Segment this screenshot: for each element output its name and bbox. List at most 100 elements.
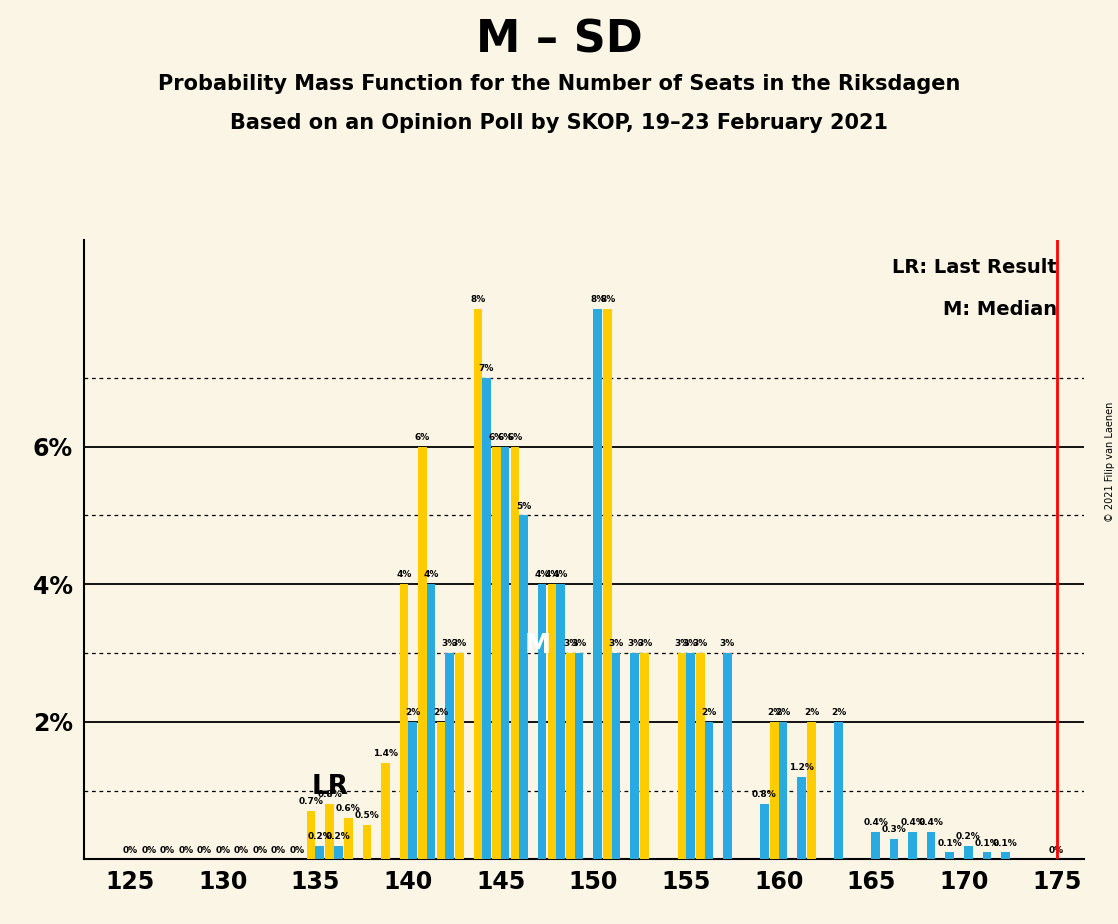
Text: 8%: 8% xyxy=(471,295,485,304)
Text: 2%: 2% xyxy=(701,708,717,717)
Text: 4%: 4% xyxy=(544,570,560,579)
Bar xyxy=(474,309,482,859)
Bar xyxy=(408,722,417,859)
Text: M – SD: M – SD xyxy=(475,18,643,62)
Text: 8%: 8% xyxy=(600,295,615,304)
Text: 4%: 4% xyxy=(396,570,411,579)
Bar xyxy=(946,853,954,859)
Text: 2%: 2% xyxy=(405,708,420,717)
Bar xyxy=(418,446,427,859)
Bar xyxy=(678,653,686,859)
Bar xyxy=(834,722,843,859)
Text: 3%: 3% xyxy=(693,639,708,648)
Bar xyxy=(604,309,612,859)
Bar xyxy=(455,653,464,859)
Text: 1.2%: 1.2% xyxy=(789,763,814,772)
Text: Probability Mass Function for the Number of Seats in the Riksdagen: Probability Mass Function for the Number… xyxy=(158,74,960,94)
Bar xyxy=(890,839,899,859)
Text: 3%: 3% xyxy=(627,639,643,648)
Bar xyxy=(482,378,491,859)
Text: 8%: 8% xyxy=(590,295,605,304)
Bar xyxy=(964,845,973,859)
Text: 6%: 6% xyxy=(498,432,513,442)
Bar xyxy=(697,653,704,859)
Bar xyxy=(779,722,787,859)
Text: LR: Last Result: LR: Last Result xyxy=(892,258,1057,277)
Text: 3%: 3% xyxy=(452,639,467,648)
Bar xyxy=(983,853,991,859)
Text: 0%: 0% xyxy=(290,845,304,855)
Bar xyxy=(631,653,639,859)
Bar xyxy=(723,653,731,859)
Bar xyxy=(807,722,816,859)
Text: 0%: 0% xyxy=(1049,845,1064,855)
Bar xyxy=(567,653,575,859)
Text: 3%: 3% xyxy=(571,639,587,648)
Text: 0.5%: 0.5% xyxy=(354,811,379,821)
Text: 6%: 6% xyxy=(508,432,522,442)
Text: © 2021 Filip van Laenen: © 2021 Filip van Laenen xyxy=(1106,402,1115,522)
Text: 0%: 0% xyxy=(253,845,267,855)
Bar xyxy=(437,722,445,859)
Text: 0%: 0% xyxy=(197,845,211,855)
Bar xyxy=(381,763,389,859)
Text: 0.2%: 0.2% xyxy=(307,832,332,841)
Text: 4%: 4% xyxy=(534,570,550,579)
Bar xyxy=(501,446,510,859)
Bar xyxy=(927,832,936,859)
Bar xyxy=(909,832,917,859)
Text: LR: LR xyxy=(312,774,349,800)
Text: 0%: 0% xyxy=(216,845,230,855)
Text: 3%: 3% xyxy=(720,639,735,648)
Text: 0.4%: 0.4% xyxy=(863,818,888,827)
Text: 4%: 4% xyxy=(553,570,568,579)
Bar xyxy=(557,584,565,859)
Text: 0%: 0% xyxy=(160,845,174,855)
Bar xyxy=(686,653,694,859)
Text: M: M xyxy=(524,633,551,659)
Text: 0.1%: 0.1% xyxy=(975,839,999,847)
Text: 0%: 0% xyxy=(178,845,193,855)
Text: 3%: 3% xyxy=(674,639,690,648)
Text: 0.2%: 0.2% xyxy=(956,832,980,841)
Bar xyxy=(760,804,769,859)
Bar xyxy=(334,845,342,859)
Text: 2%: 2% xyxy=(804,708,819,717)
Bar xyxy=(704,722,713,859)
Text: 2%: 2% xyxy=(767,708,783,717)
Bar xyxy=(871,832,880,859)
Text: 0.6%: 0.6% xyxy=(335,804,361,813)
Bar xyxy=(492,446,501,859)
Text: 7%: 7% xyxy=(479,364,494,373)
Bar xyxy=(399,584,408,859)
Text: 2%: 2% xyxy=(434,708,448,717)
Text: 6%: 6% xyxy=(489,432,504,442)
Text: 2%: 2% xyxy=(776,708,790,717)
Bar xyxy=(770,722,779,859)
Text: 0.4%: 0.4% xyxy=(919,818,944,827)
Text: 3%: 3% xyxy=(637,639,653,648)
Bar xyxy=(1001,853,1010,859)
Text: 3%: 3% xyxy=(608,639,624,648)
Text: 0.2%: 0.2% xyxy=(325,832,351,841)
Bar xyxy=(445,653,454,859)
Text: 0.8%: 0.8% xyxy=(752,790,777,799)
Bar xyxy=(344,818,352,859)
Bar xyxy=(538,584,547,859)
Text: 0%: 0% xyxy=(123,845,138,855)
Text: 3%: 3% xyxy=(683,639,698,648)
Text: 0.8%: 0.8% xyxy=(318,790,342,799)
Text: 0%: 0% xyxy=(271,845,286,855)
Bar xyxy=(519,516,528,859)
Text: 6%: 6% xyxy=(415,432,430,442)
Text: 0%: 0% xyxy=(234,845,249,855)
Text: 1.4%: 1.4% xyxy=(372,749,398,759)
Text: 0.7%: 0.7% xyxy=(299,797,323,807)
Bar xyxy=(594,309,601,859)
Bar xyxy=(575,653,584,859)
Text: Based on an Opinion Poll by SKOP, 19–23 February 2021: Based on an Opinion Poll by SKOP, 19–23 … xyxy=(230,113,888,133)
Text: 2%: 2% xyxy=(831,708,846,717)
Text: 3%: 3% xyxy=(442,639,457,648)
Bar xyxy=(315,845,324,859)
Bar xyxy=(641,653,650,859)
